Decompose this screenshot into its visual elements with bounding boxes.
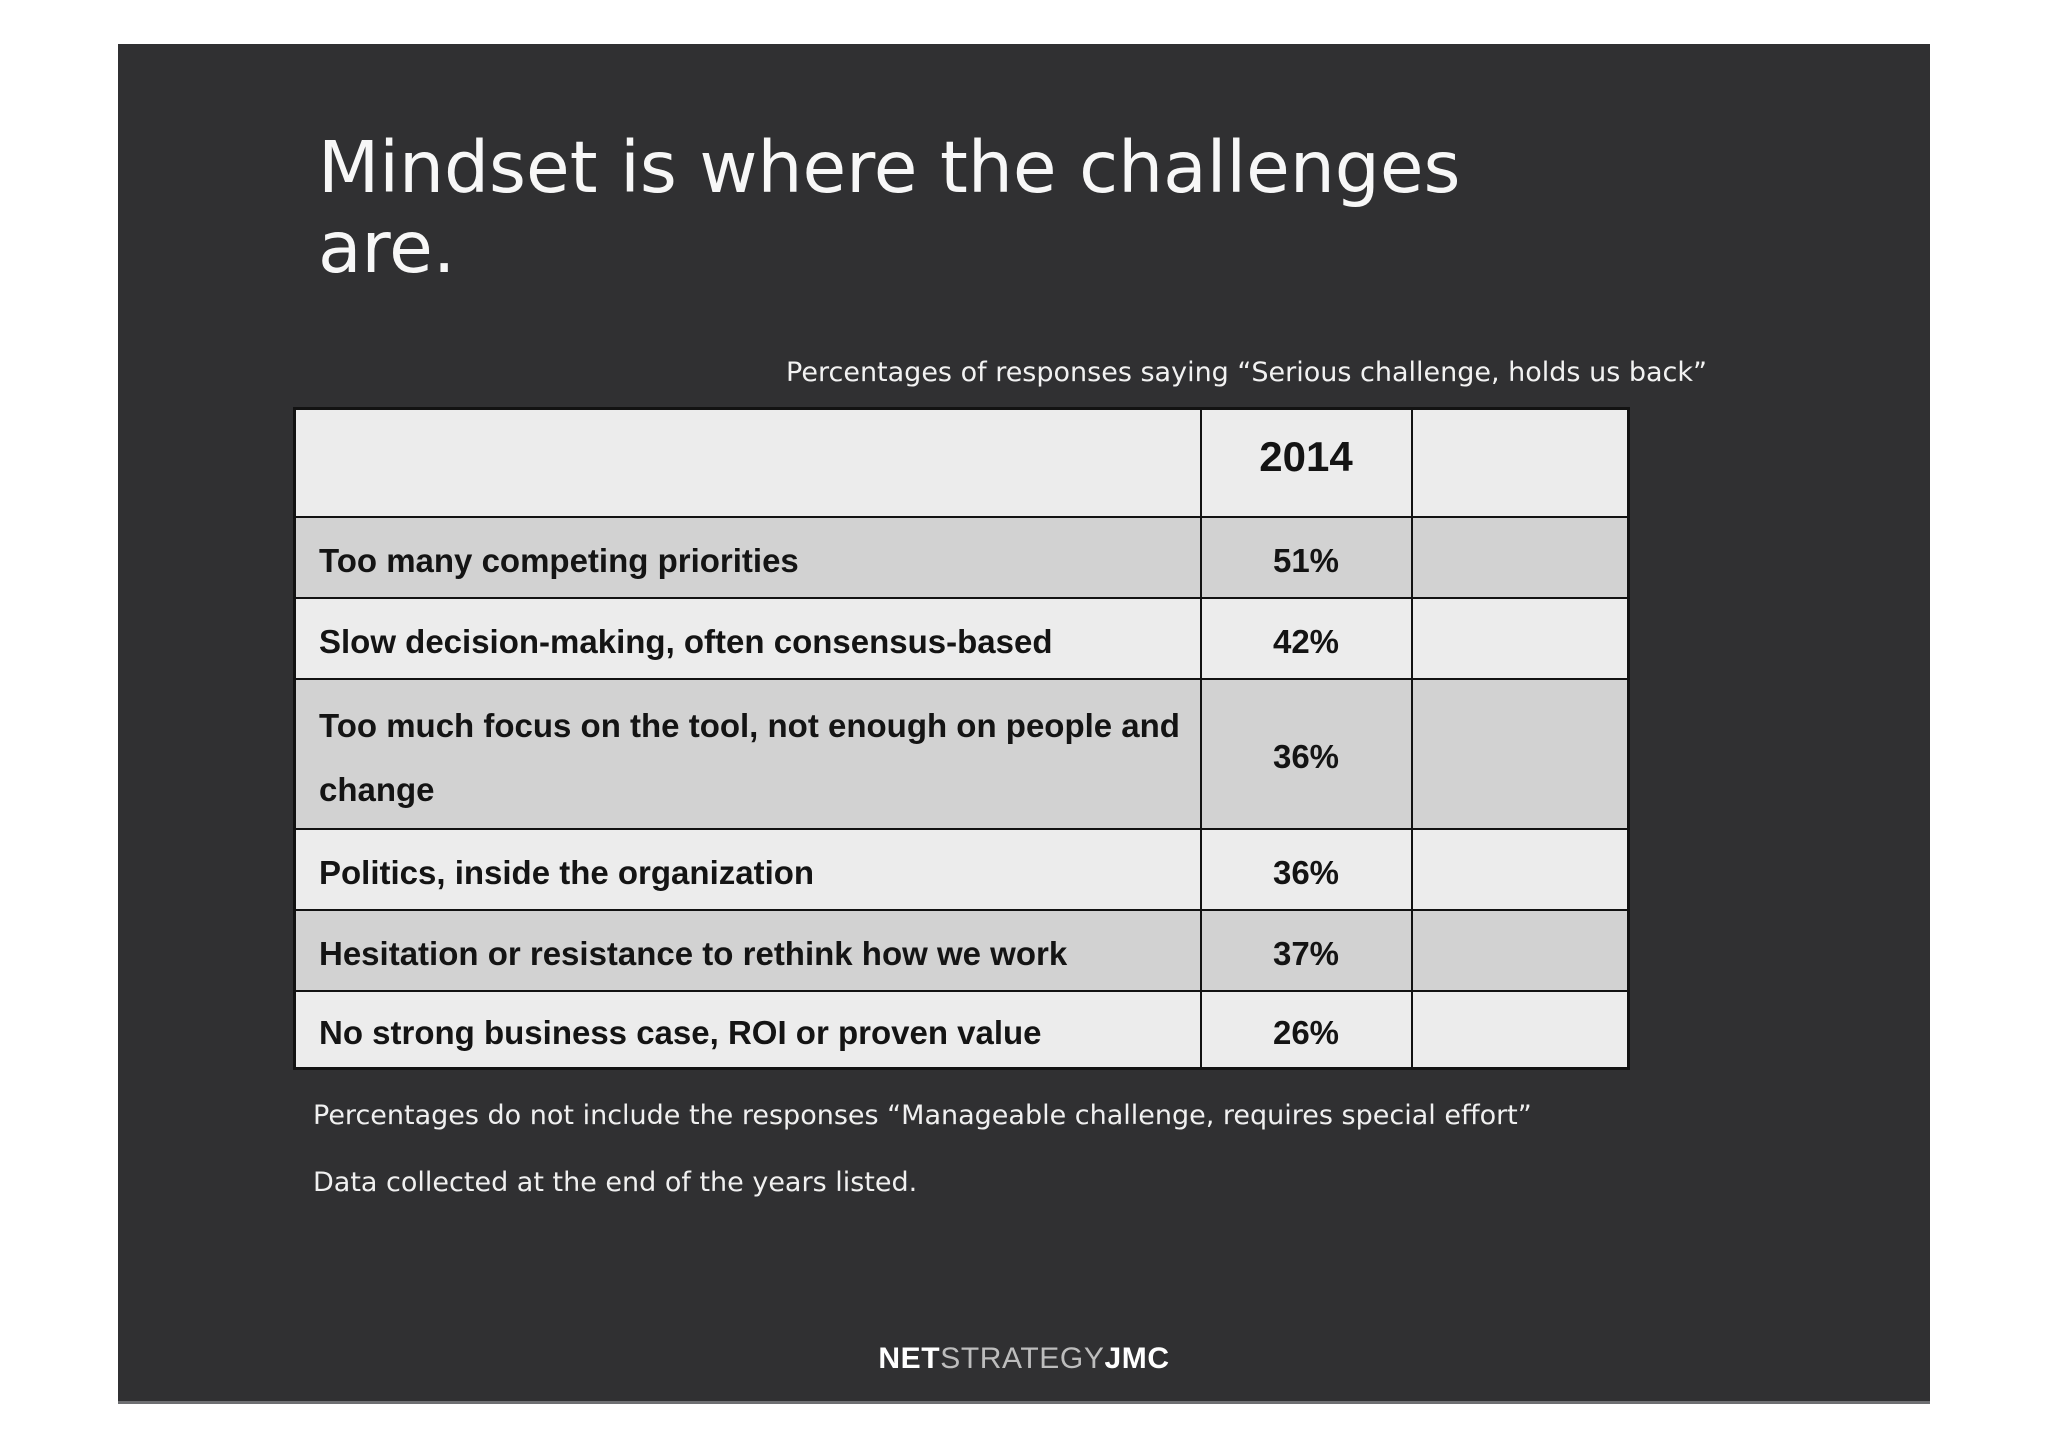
header-empty-year-cell xyxy=(1410,407,1630,518)
row-empty-cell xyxy=(1410,827,1630,911)
netstrategyjmc-logo: NETSTRATEGYJMC xyxy=(118,1340,1930,1378)
row-label: Hesitation or resistance to rethink how … xyxy=(293,908,1202,992)
footnote-exclusion: Percentages do not include the responses… xyxy=(313,1100,1532,1131)
presentation-slide: Mindset is where the challenges are. Per… xyxy=(118,44,1930,1404)
row-value-2014: 42% xyxy=(1199,596,1413,680)
slide-title: Mindset is where the challenges are. xyxy=(318,126,1461,289)
table-row: Slow decision-making, often consensus-ba… xyxy=(293,596,1630,680)
row-empty-cell xyxy=(1410,596,1630,680)
table-row: Too much focus on the tool, not enough o… xyxy=(293,677,1630,830)
row-label: No strong business case, ROI or proven v… xyxy=(293,989,1202,1070)
table-row: Politics, inside the organization 36% xyxy=(293,827,1630,911)
header-year-2014: 2014 xyxy=(1199,407,1413,518)
footnote-data-collection: Data collected at the end of the years l… xyxy=(313,1167,918,1198)
row-label: Too much focus on the tool, not enough o… xyxy=(293,677,1202,830)
logo-part-strategy: STRATEGY xyxy=(940,1342,1105,1375)
header-empty-cell xyxy=(293,407,1202,518)
logo-part-jmc: JMC xyxy=(1104,1342,1170,1375)
challenges-table: 2014 Too many competing priorities 51% S… xyxy=(293,407,1630,1070)
row-label: Politics, inside the organization xyxy=(293,827,1202,911)
row-empty-cell xyxy=(1410,515,1630,599)
row-empty-cell xyxy=(1410,989,1630,1070)
row-empty-cell xyxy=(1410,677,1630,830)
row-value-2014: 36% xyxy=(1199,827,1413,911)
row-value-2014: 37% xyxy=(1199,908,1413,992)
row-value-2014: 36% xyxy=(1199,677,1413,830)
row-value-2014: 26% xyxy=(1199,989,1413,1070)
table-row: Hesitation or resistance to rethink how … xyxy=(293,908,1630,992)
row-label: Too many competing priorities xyxy=(293,515,1202,599)
logo-part-net: NET xyxy=(878,1342,941,1375)
row-value-2014: 51% xyxy=(1199,515,1413,599)
row-label: Slow decision-making, often consensus-ba… xyxy=(293,596,1202,680)
table-row: Too many competing priorities 51% xyxy=(293,515,1630,599)
table-header-row: 2014 xyxy=(293,407,1630,518)
row-empty-cell xyxy=(1410,908,1630,992)
table-row: No strong business case, ROI or proven v… xyxy=(293,989,1630,1070)
table-caption: Percentages of responses saying “Serious… xyxy=(786,357,1707,388)
